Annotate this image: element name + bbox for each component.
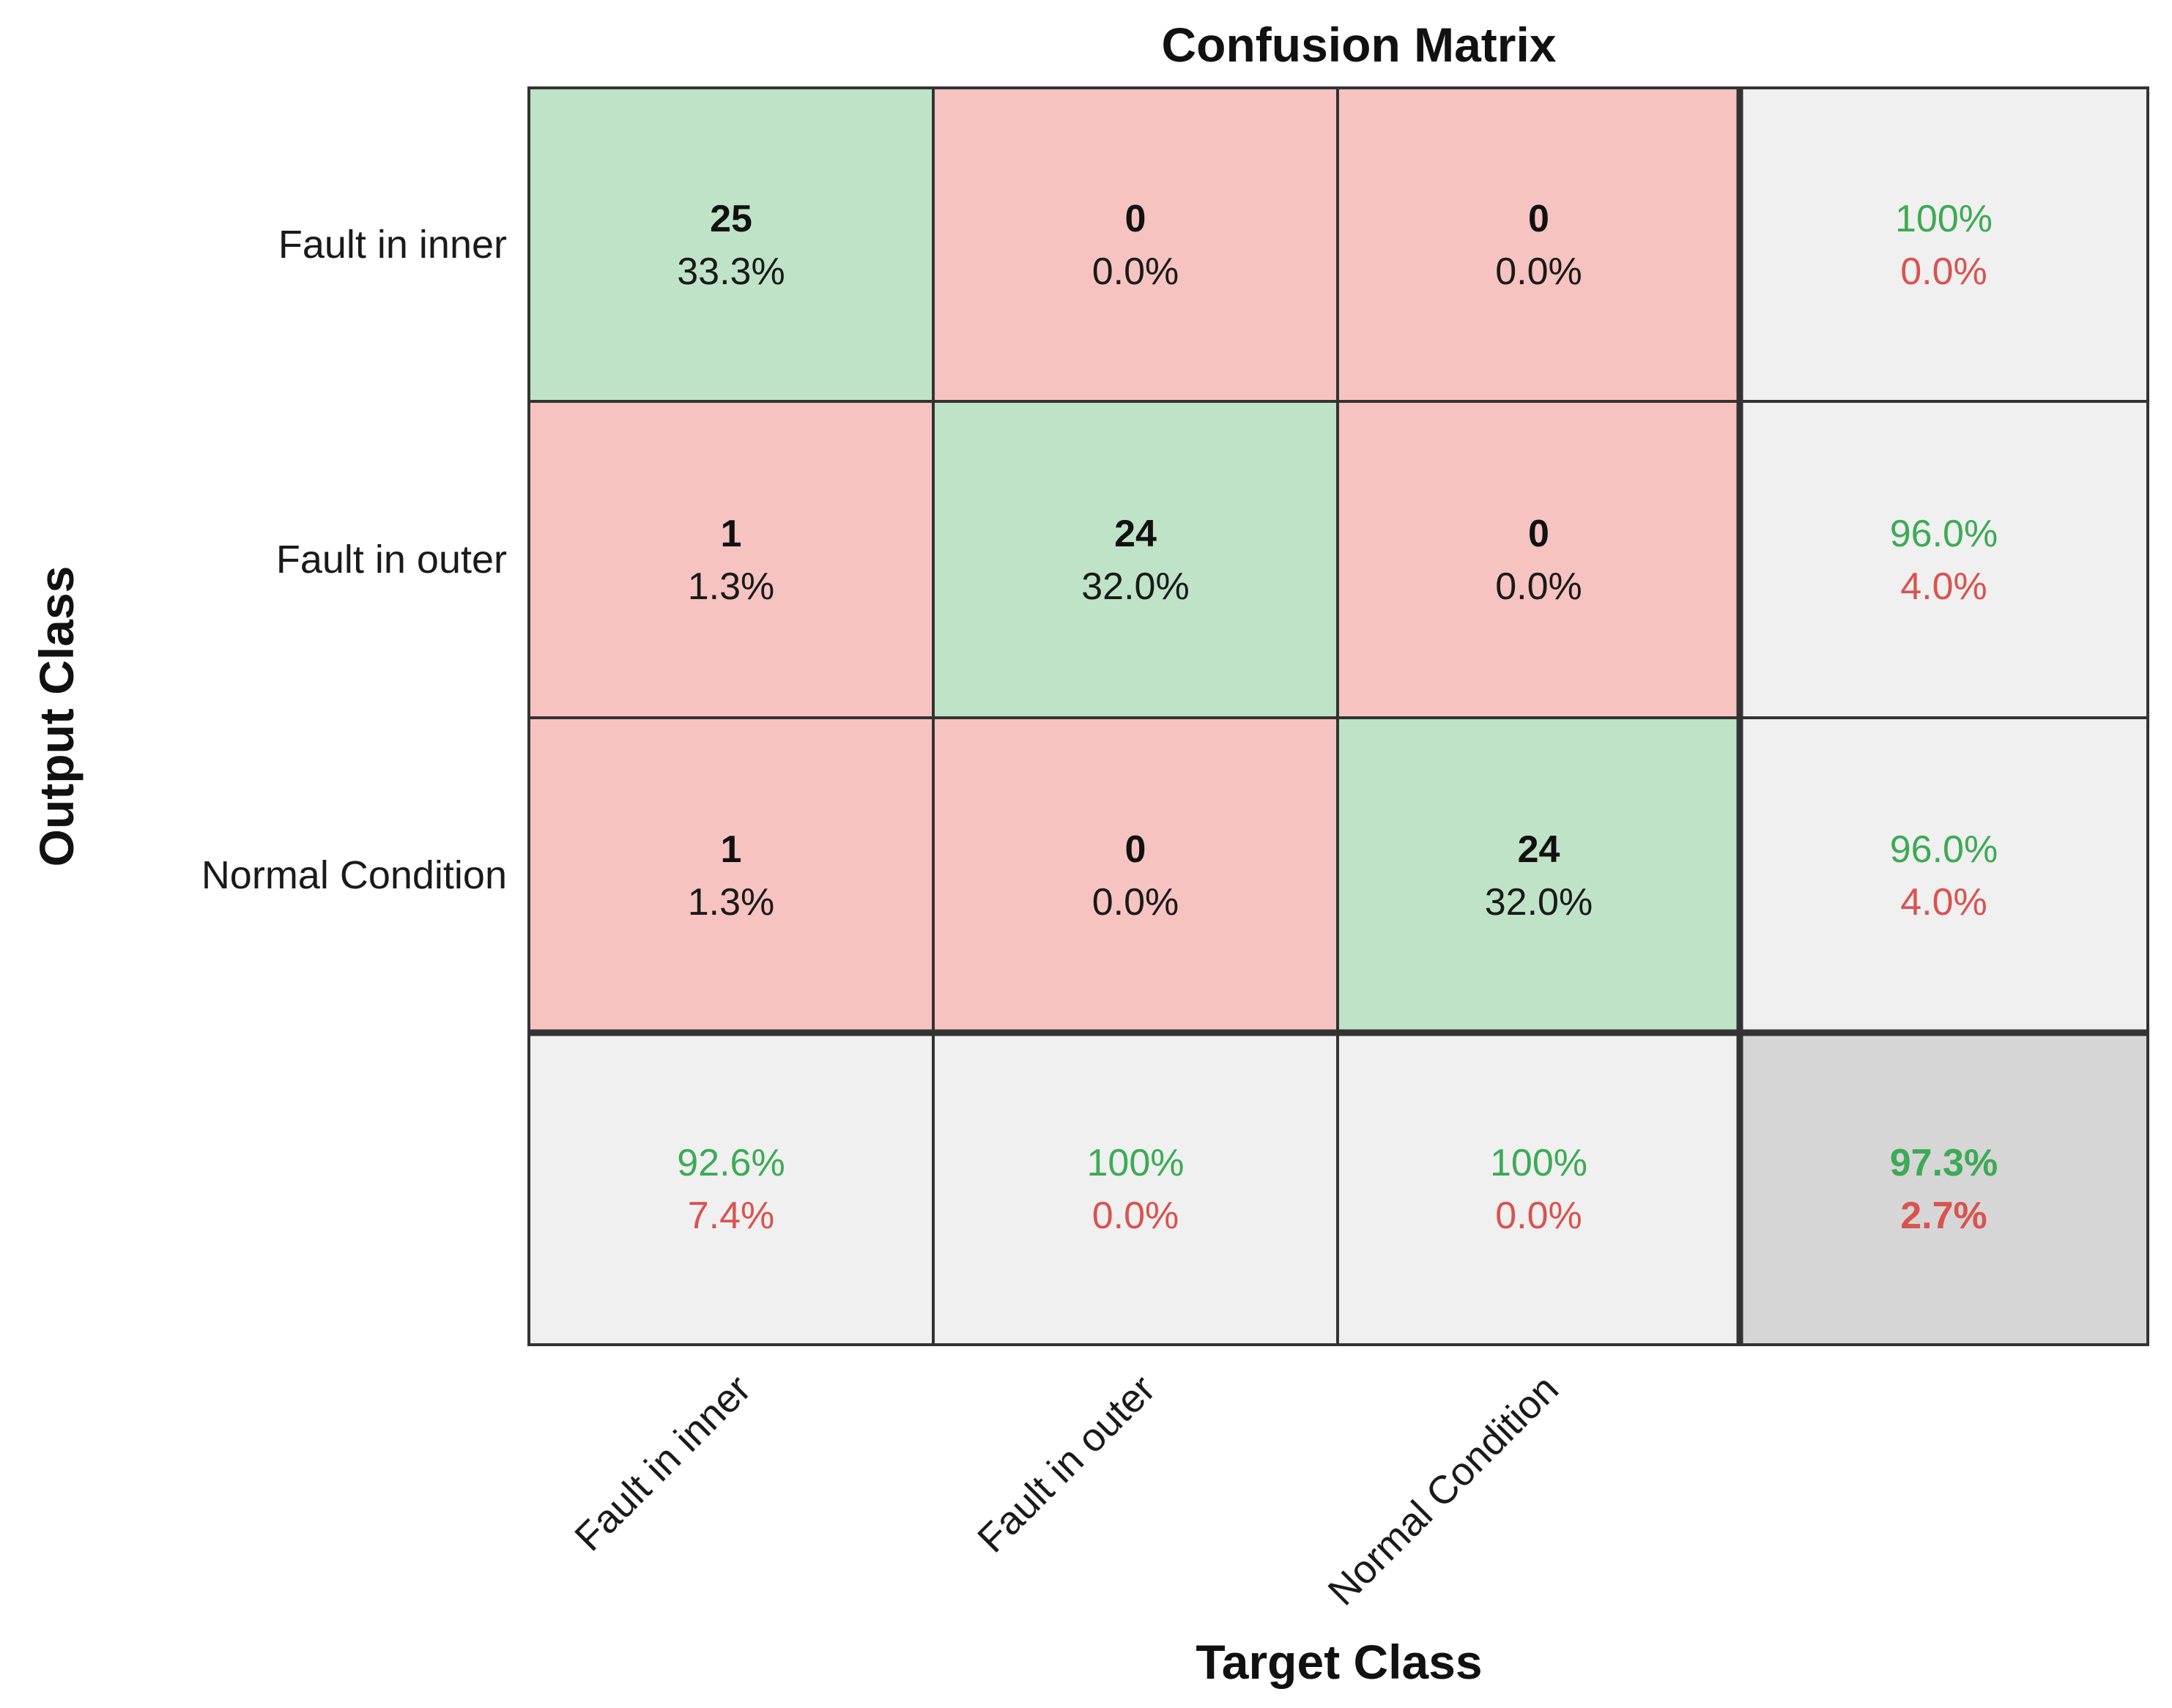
column-summary-c2-correct: 100%: [1087, 1142, 1185, 1184]
chart-title: Confusion Matrix: [1162, 18, 1557, 72]
cell-count-r3-c1: 1: [721, 828, 742, 871]
row-summary-r1-incorrect: 0.0%: [1900, 250, 1987, 293]
x-tick-label-fault-in-outer: Fault in outer: [969, 1367, 1163, 1561]
column-summary-c1-incorrect: 7.4%: [688, 1195, 775, 1237]
cell-count-r2-c3: 0: [1528, 513, 1549, 555]
cell-percent-r3-c1: 1.3%: [688, 881, 775, 924]
cell-percent-r1-c3: 0.0%: [1495, 250, 1582, 293]
matrix-cell-r2-c2: [932, 400, 1339, 719]
x-tick-label-normal-condition: Normal Condition: [1320, 1367, 1567, 1614]
cell-count-r3-c2: 0: [1125, 828, 1146, 871]
column-summary-c2-incorrect: 0.0%: [1092, 1195, 1179, 1237]
column-summary-cell-c1: [527, 1031, 935, 1346]
row-summary-r2-incorrect: 4.0%: [1900, 565, 1987, 608]
row-summary-cell-r1: [1738, 86, 2149, 403]
y-tick-label-fault-in-outer: Fault in outer: [276, 538, 507, 582]
column-summary-c3-incorrect: 0.0%: [1495, 1195, 1582, 1237]
matrix-cell-r1-c2: [932, 86, 1339, 403]
row-summary-r3-incorrect: 4.0%: [1900, 881, 1987, 924]
x-tick-label-fault-in-inner: Fault in inner: [566, 1367, 759, 1559]
overall-accuracy-cell: [1738, 1031, 2149, 1346]
column-summary-c3-correct: 100%: [1490, 1142, 1587, 1184]
cell-percent-r1-c2: 0.0%: [1092, 250, 1179, 293]
row-summary-r3-correct: 96.0%: [1890, 828, 1998, 871]
cell-percent-r3-c3: 32.0%: [1485, 881, 1593, 924]
row-summary-cell-r3: [1738, 716, 2149, 1034]
cell-count-r3-c3: 24: [1518, 828, 1560, 871]
y-tick-label-normal-condition: Normal Condition: [201, 853, 507, 897]
matrix-cell-r1-c1: [527, 86, 935, 403]
cell-percent-r3-c2: 0.0%: [1092, 881, 1179, 924]
cell-count-r1-c2: 0: [1125, 198, 1146, 240]
cell-count-r1-c1: 25: [710, 198, 752, 240]
row-summary-r2-correct: 96.0%: [1890, 513, 1998, 555]
column-summary-cell-c2: [932, 1031, 1339, 1346]
matrix-cell-r3-c2: [932, 716, 1339, 1034]
cell-count-r2-c1: 1: [721, 513, 742, 555]
y-axis-title: Output Class: [29, 566, 84, 867]
overall-correct: 97.3%: [1890, 1142, 1998, 1184]
column-summary-c1-correct: 92.6%: [677, 1142, 785, 1184]
matrix-cell-r3-c1: [527, 716, 935, 1034]
cell-count-r2-c2: 24: [1114, 513, 1157, 555]
y-tick-label-fault-in-inner: Fault in inner: [278, 223, 507, 267]
matrix-cell-r3-c3: [1336, 716, 1741, 1034]
cell-percent-r1-c1: 33.3%: [677, 250, 785, 293]
cell-percent-r2-c3: 0.0%: [1495, 565, 1582, 608]
cell-percent-r2-c1: 1.3%: [688, 565, 775, 608]
matrix-cell-r2-c3: [1336, 400, 1741, 719]
cell-percent-r2-c2: 32.0%: [1081, 565, 1189, 608]
matrix-cell-r1-c3: [1336, 86, 1741, 403]
cell-count-r1-c3: 0: [1528, 198, 1549, 240]
matrix-cell-r2-c1: [527, 400, 935, 719]
column-summary-cell-c3: [1336, 1031, 1741, 1346]
row-summary-r1-correct: 100%: [1895, 198, 1993, 240]
overall-incorrect: 2.7%: [1900, 1195, 1987, 1237]
x-axis-title: Target Class: [1196, 1635, 1482, 1689]
row-summary-cell-r2: [1738, 400, 2149, 719]
